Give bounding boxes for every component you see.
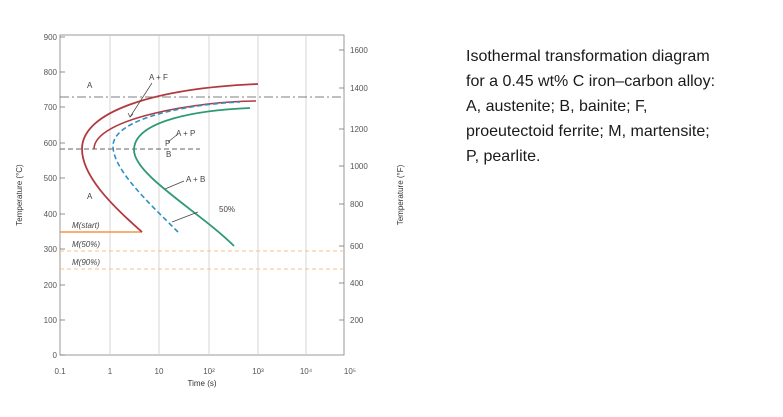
caption-line: proeutectoid ferrite; M, martensite; (466, 123, 710, 140)
transformation-end-curve (133, 107, 251, 247)
label-m-start: M(start) (72, 221, 100, 230)
y-right-tick: 1200 (350, 125, 368, 134)
label-bainite: B (166, 150, 171, 159)
label-m-90: M(90%) (72, 258, 100, 267)
y-right-tick: 1400 (350, 84, 368, 93)
y-right-ticklabels: 200 400 600 800 1000 1200 1400 1600 (350, 46, 368, 325)
plot-frame (59, 34, 345, 356)
x-tick: 1 (108, 367, 113, 376)
label-austenite-lower: A (87, 192, 93, 201)
y-right-axis-title: Temperature (°F) (396, 164, 405, 225)
x-tick: 10⁴ (300, 367, 313, 376)
label-arrows (127, 82, 199, 223)
y-left-tick: 500 (44, 174, 58, 183)
y-left-tick: 700 (44, 103, 58, 112)
y-right-tick: 600 (350, 242, 364, 251)
label-fifty-percent: 50% (219, 205, 235, 214)
label-austenite-plus-bainite: A + B (186, 175, 205, 184)
label-austenite-upper: A (87, 81, 93, 90)
y-left-ticklabels: 0 100 200 300 400 500 600 700 800 900 (44, 33, 58, 360)
transformation-start-curve (81, 83, 259, 233)
y-left-tick: 400 (44, 210, 58, 219)
x-tick: 10³ (252, 367, 264, 376)
y-right-tick: 1600 (350, 46, 368, 55)
x-ticklabels: 0.1 1 10 10² 10³ 10⁴ 10⁵ (54, 367, 356, 376)
y-right-tick: 400 (350, 279, 364, 288)
x-tick: 10⁵ (344, 367, 356, 376)
x-tick: 10 (155, 367, 164, 376)
y-left-tick: 800 (44, 68, 58, 77)
caption-line: Isothermal transformation diagram (466, 48, 710, 65)
label-austenite-plus-ferrite: A + F (149, 73, 168, 82)
caption-line: A, austenite; B, bainite; F, (466, 98, 648, 115)
x-tick: 0.1 (54, 367, 66, 376)
y-right-tick: 1000 (350, 162, 368, 171)
label-m-50: M(50%) (72, 240, 100, 249)
diagram-caption: Isothermal transformation diagram for a … (466, 44, 776, 169)
y-left-tick: 200 (44, 281, 58, 290)
label-austenite-plus-pearlite: A + P (176, 129, 195, 138)
fifty-percent-curve (112, 101, 241, 233)
x-tick: 10² (203, 367, 215, 376)
label-pearlite: P (165, 139, 170, 148)
y-left-tick: 900 (44, 33, 58, 42)
y-left-axis-title: Temperature (°C) (15, 164, 24, 226)
x-axis-title: Time (s) (187, 379, 216, 388)
y-right-tick: 800 (350, 200, 364, 209)
caption-line: P, pearlite. (466, 148, 541, 165)
y-right-tickmarks (339, 49, 344, 321)
y-right-tick: 200 (350, 316, 364, 325)
caption-line: for a 0.45 wt% C iron–carbon alloy: (466, 73, 716, 90)
y-left-tick: 600 (44, 139, 58, 148)
y-left-tick: 100 (44, 316, 58, 325)
y-left-tick: 300 (44, 245, 58, 254)
y-left-tickmarks (60, 36, 65, 356)
y-left-tick: 0 (53, 351, 58, 360)
